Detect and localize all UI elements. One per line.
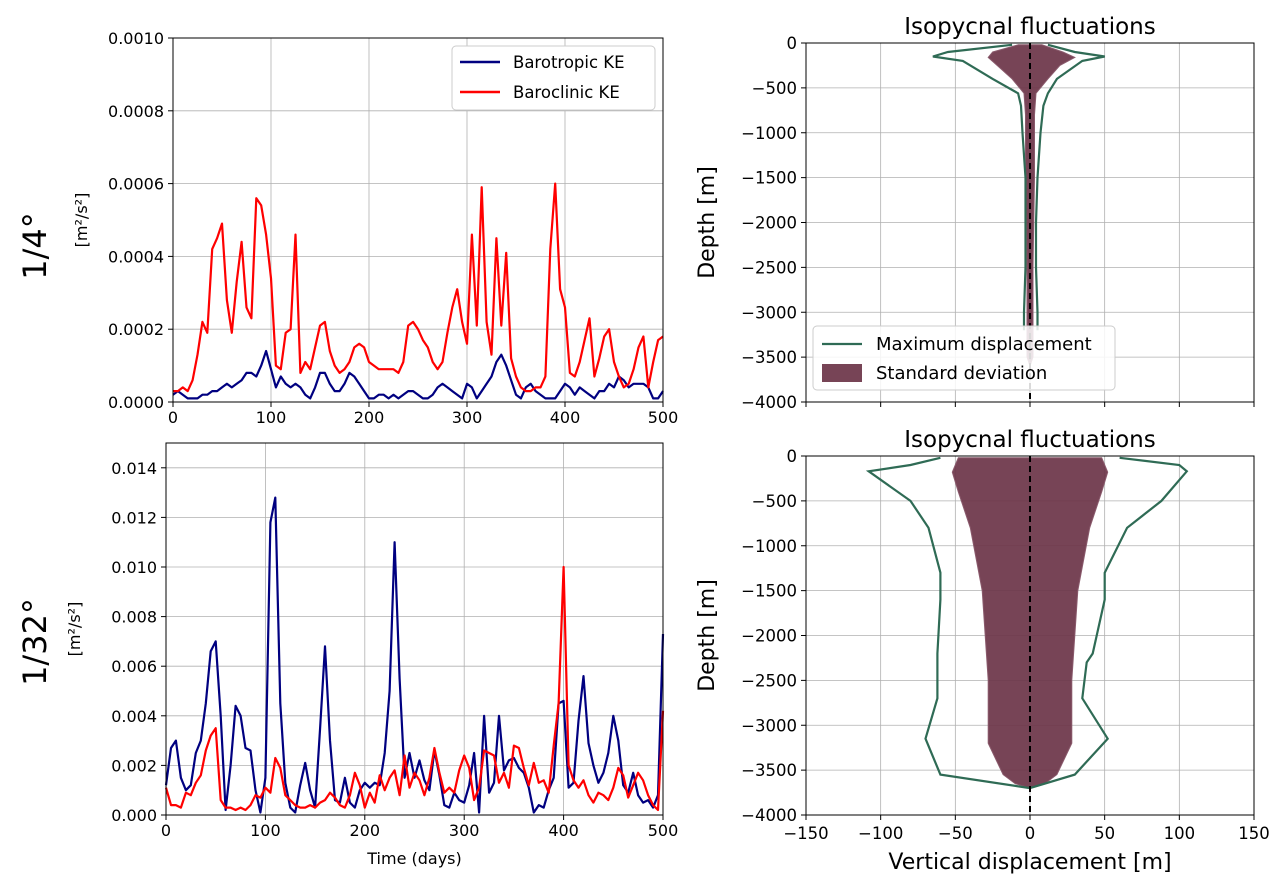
y-tick-label: −3500 [741, 348, 797, 367]
y-tick-label: −1000 [741, 537, 797, 556]
y-tick-label: 0.0008 [108, 102, 164, 121]
series-line-baroclinic [164, 565, 665, 812]
y-tick-label: 0.002 [111, 756, 157, 775]
legend-box [812, 325, 1116, 391]
x-tick-label: −150 [783, 824, 828, 843]
y-axis-label: Depth [m] [695, 166, 720, 279]
x-tick-label: −50 [938, 824, 973, 843]
y-tick-label: 0.012 [111, 508, 157, 527]
x-tick-label: 500 [648, 408, 679, 427]
series-line-barotropic [164, 496, 665, 814]
y-tick-label: −2000 [741, 214, 797, 233]
y-tick-label: −1000 [741, 124, 797, 143]
legend-label: Maximum displacement [876, 334, 1092, 355]
series-line-barotropic [172, 349, 664, 400]
x-tick-label: −100 [858, 824, 903, 843]
x-tick-label: 50 [1094, 824, 1115, 843]
chart-ke-32: 0 100 200 300 400 500 0.000 0.002 0.004 0.006 0.00… [65, 442, 679, 868]
y-tick-label: 0.006 [111, 657, 157, 676]
legend-label: Baroclinic KE [513, 83, 620, 102]
legend-swatch-std [822, 364, 862, 382]
x-tick-label: 400 [550, 408, 581, 427]
legend-box [451, 45, 656, 111]
y-tick-label: 0.0004 [108, 247, 164, 266]
legend: Barotropic KE Baroclinic KE [451, 45, 656, 111]
y-tick-label: −2500 [741, 671, 797, 690]
y-tick-label: −3000 [741, 716, 797, 735]
y-tick-label: 0.0010 [108, 29, 164, 48]
legend-label: Standard deviation [876, 363, 1047, 384]
x-tick-label: 100 [256, 408, 287, 427]
chart-iso-quarter: 0 −500 −1000 −1500 −2000 −2500 −3000 −3500 −4000… [695, 14, 1255, 412]
max-displacement-left [932, 43, 1027, 331]
x-tick-label: 0 [1025, 824, 1036, 843]
y-tick-label: −3500 [741, 761, 797, 780]
x-tick-label: 150 [1238, 824, 1270, 843]
x-tick-label: 400 [548, 821, 579, 840]
chart-ke-quarter: 0 100 200 300 400 500 0.0000 0.0002 0.0004 0.0006… [72, 29, 678, 427]
y-tick-label: −2000 [741, 627, 797, 646]
x-tick-label: 500 [648, 821, 679, 840]
y-tick-label: −4000 [741, 806, 797, 825]
max-displacement-right [1034, 43, 1105, 331]
y-axis-label: [m²/s²] [72, 193, 91, 248]
y-tick-label: 0 [787, 34, 798, 53]
max-displacement-left [865, 456, 1031, 790]
y-tick-label: 0.014 [111, 459, 157, 478]
y-tick-label: 0.008 [111, 608, 157, 627]
x-axis-label: Vertical displacement [m] [888, 850, 1171, 875]
x-tick-label: 300 [452, 408, 483, 427]
y-tick-label: −4000 [741, 393, 797, 412]
x-tick-label: 200 [350, 821, 381, 840]
plot-frame [172, 37, 664, 403]
panel-title: Isopycnal fluctuations [904, 14, 1156, 40]
row-label-32: 1/32° [16, 598, 54, 686]
y-tick-label: −500 [752, 492, 797, 511]
plot-frame [165, 442, 664, 816]
row-label-quarter: 1/4° [16, 212, 54, 280]
x-tick-label: 0 [168, 408, 178, 427]
x-tick-label: 100 [250, 821, 281, 840]
y-axis-label: Depth [m] [695, 579, 720, 692]
x-axis-label: Time (days) [366, 849, 462, 868]
panel-title: Isopycnal fluctuations [904, 427, 1156, 453]
y-tick-label: 0.004 [111, 707, 157, 726]
y-tick-label: −1500 [741, 169, 797, 188]
legend: Maximum displacement Standard deviation [812, 325, 1116, 391]
y-tick-label: 0.0006 [108, 175, 164, 194]
y-tick-label: −3000 [741, 303, 797, 322]
std-deviation-fill [987, 44, 1076, 368]
x-tick-label: 0 [161, 821, 171, 840]
x-tick-label: 200 [354, 408, 385, 427]
y-tick-label: 0.000 [111, 806, 157, 825]
chart-iso-32: 0−500−1000−1500−2000−2500−3000−3500−4000… [695, 427, 1270, 875]
y-tick-label: −2500 [741, 258, 797, 277]
legend-label: Barotropic KE [513, 53, 625, 72]
series-line-baroclinic [173, 182, 664, 393]
y-tick-label: −500 [752, 79, 797, 98]
y-tick-label: 0.010 [111, 558, 157, 577]
y-tick-label: 0 [787, 447, 798, 466]
y-tick-label: −1500 [741, 582, 797, 601]
y-axis-label: [m²/s²] [65, 602, 84, 657]
x-tick-label: 100 [1164, 824, 1196, 843]
y-tick-label: 0.0000 [108, 393, 164, 412]
x-tick-label: 300 [449, 821, 480, 840]
max-displacement-right [1029, 456, 1189, 790]
y-tick-label: 0.0002 [108, 320, 164, 339]
